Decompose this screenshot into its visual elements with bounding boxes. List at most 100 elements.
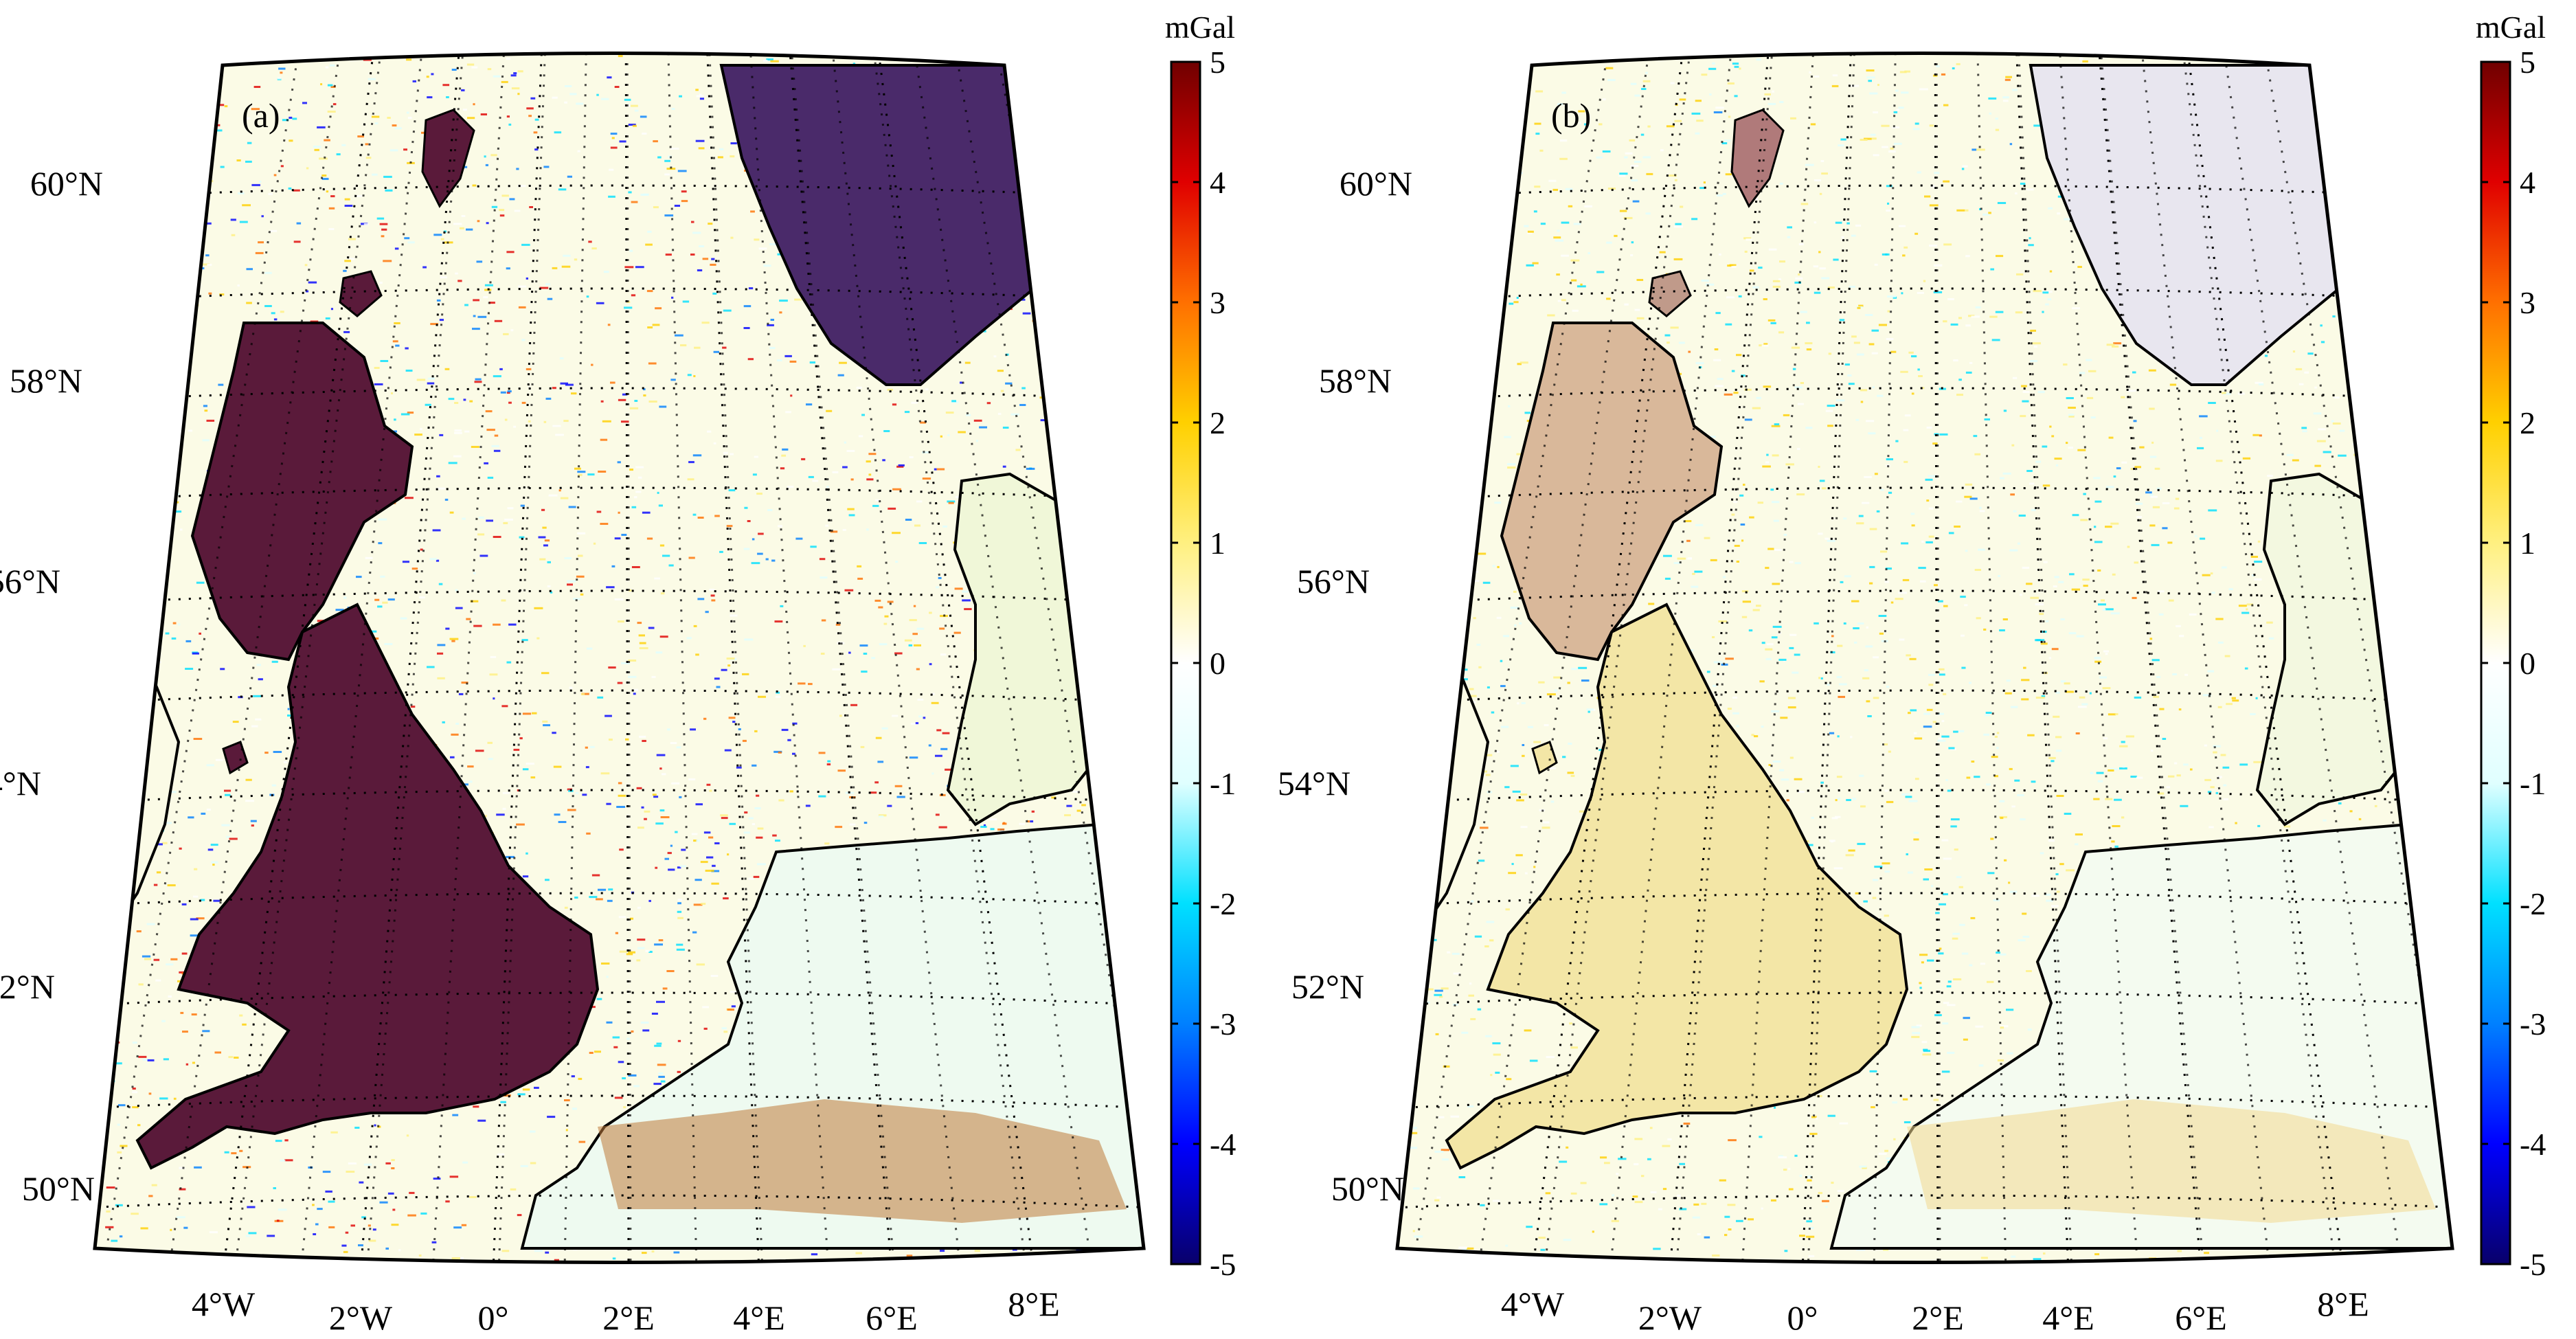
noise-speck <box>558 821 567 823</box>
lat-label: 56°N <box>0 562 60 600</box>
noise-speck <box>199 632 201 635</box>
noise-speck <box>534 607 543 609</box>
noise-speck <box>2409 258 2417 260</box>
noise-speck <box>1561 254 1569 257</box>
noise-speck <box>753 875 760 878</box>
noise-speck <box>714 515 720 517</box>
noise-speck <box>1794 778 1803 780</box>
noise-speck <box>818 795 826 798</box>
noise-speck <box>868 473 872 476</box>
noise-speck <box>1081 199 1089 202</box>
noise-speck <box>187 304 194 307</box>
noise-speck <box>575 791 579 794</box>
noise-speck <box>2045 893 2051 896</box>
noise-speck <box>1579 122 1581 124</box>
noise-speck <box>473 1105 479 1108</box>
noise-speck <box>451 1257 460 1259</box>
noise-speck <box>529 1130 536 1133</box>
noise-speck <box>1010 413 1019 416</box>
noise-speck <box>1843 622 1846 625</box>
noise-speck <box>1974 453 1981 455</box>
noise-speck <box>1483 409 1489 412</box>
noise-speck <box>1428 988 1434 991</box>
noise-speck <box>1087 177 1092 179</box>
noise-speck <box>1085 510 1094 513</box>
noise-speck <box>1844 575 1851 578</box>
noise-speck <box>1726 296 1735 299</box>
noise-speck <box>405 347 409 350</box>
meridian-minor <box>912 53 1094 1263</box>
noise-speck <box>1484 754 1493 756</box>
noise-speck <box>1570 1192 1577 1195</box>
noise-speck <box>96 131 100 133</box>
noise-speck <box>1466 1247 1474 1250</box>
noise-speck <box>1990 268 1994 271</box>
noise-speck <box>95 727 96 730</box>
noise-speck <box>1703 1262 1708 1263</box>
noise-speck <box>1426 502 1430 505</box>
noise-speck <box>2252 574 2255 576</box>
noise-speck <box>207 222 212 225</box>
noise-speck <box>1588 252 1590 254</box>
noise-speck <box>756 794 760 797</box>
noise-speck <box>1538 1237 1546 1239</box>
noise-speck <box>1996 255 2004 258</box>
noise-speck <box>1049 122 1054 124</box>
noise-speck <box>2090 416 2096 419</box>
noise-speck <box>1884 870 1890 873</box>
noise-speck <box>1151 427 1157 429</box>
noise-speck <box>1772 285 1781 288</box>
noise-speck <box>2127 390 2136 392</box>
noise-speck <box>468 780 473 783</box>
noise-speck <box>1963 1038 1968 1041</box>
noise-speck <box>2357 124 2362 127</box>
noise-speck <box>1486 921 1495 923</box>
noise-speck <box>2358 211 2364 214</box>
noise-speck <box>1811 816 1814 819</box>
noise-speck <box>461 682 468 684</box>
noise-speck <box>2054 576 2059 578</box>
noise-speck <box>1407 627 1415 629</box>
noise-speck <box>162 842 168 844</box>
noise-speck <box>727 664 731 667</box>
noise-speck <box>1127 719 1134 721</box>
noise-speck <box>690 254 695 256</box>
noise-speck <box>239 221 248 223</box>
noise-speck <box>666 168 676 170</box>
noise-speck <box>2448 1158 2452 1160</box>
noise-speck <box>2336 247 2343 250</box>
noise-speck <box>2233 1263 2239 1265</box>
noise-speck <box>473 299 479 302</box>
noise-speck <box>158 221 165 224</box>
noise-speck <box>506 58 510 60</box>
noise-speck <box>565 85 572 87</box>
noise-speck <box>251 108 260 111</box>
noise-speck <box>842 528 846 531</box>
noise-speck <box>808 475 814 478</box>
noise-speck <box>881 727 888 730</box>
noise-speck <box>1971 761 1975 763</box>
noise-speck <box>1893 142 1902 145</box>
noise-speck <box>679 865 686 868</box>
noise-speck <box>1011 78 1020 81</box>
noise-speck <box>2068 407 2076 409</box>
noise-speck <box>106 146 113 149</box>
noise-speck <box>1939 947 1942 950</box>
noise-speck <box>2064 682 2070 685</box>
noise-speck <box>722 346 727 349</box>
noise-speck <box>106 360 111 363</box>
noise-speck <box>589 896 598 899</box>
noise-speck <box>1571 668 1578 671</box>
noise-speck <box>494 319 503 322</box>
noise-speck <box>2397 135 2400 137</box>
noise-speck <box>212 864 215 866</box>
noise-speck <box>1869 1070 1877 1072</box>
noise-speck <box>1432 91 1441 93</box>
noise-speck <box>1971 148 1977 151</box>
noise-speck <box>1492 1200 1500 1202</box>
noise-speck <box>1420 831 1424 834</box>
noise-speck <box>1869 528 1877 530</box>
noise-speck <box>1814 179 1821 181</box>
noise-speck <box>83 1115 87 1117</box>
noise-speck <box>1923 1050 1931 1053</box>
